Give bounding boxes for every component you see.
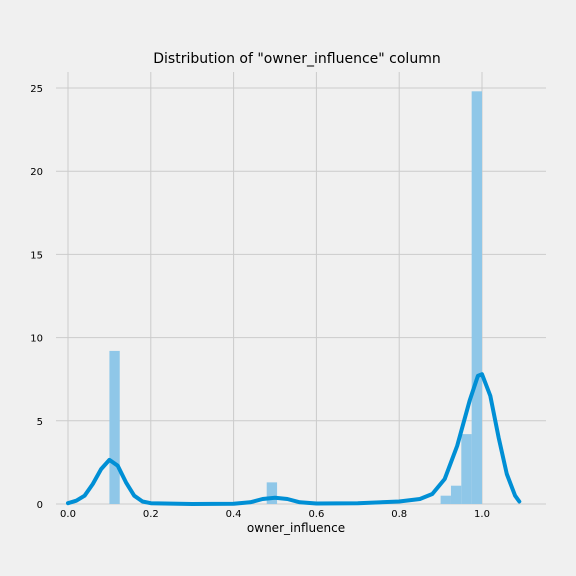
bars-layer bbox=[109, 91, 482, 504]
histogram-bar-5 bbox=[471, 91, 482, 504]
x-tick-label-5: 1.0 bbox=[474, 509, 490, 520]
x-tick-label-1: 0.2 bbox=[143, 509, 159, 520]
y-tick-label-0: 0 bbox=[37, 500, 43, 511]
y-tick-label-4: 20 bbox=[30, 167, 43, 178]
x-tick-labels: 0.0 0.2 0.4 0.6 0.8 1.0 bbox=[60, 509, 490, 520]
histogram-bar-4 bbox=[461, 434, 472, 504]
histogram-bar-0 bbox=[109, 350, 120, 504]
histogram-bar-2 bbox=[440, 495, 451, 504]
histogram-bar-3 bbox=[450, 485, 462, 504]
kde-layer bbox=[66, 372, 522, 506]
x-tick-label-4: 0.8 bbox=[391, 509, 407, 520]
x-tick-label-3: 0.6 bbox=[308, 509, 324, 520]
histogram-bar-1 bbox=[266, 482, 278, 504]
x-tick-label-0: 0.0 bbox=[60, 509, 76, 520]
y-tick-label-3: 15 bbox=[30, 250, 43, 261]
y-tick-labels: 0 5 10 15 20 25 bbox=[30, 84, 43, 511]
x-axis-label: owner_influence bbox=[247, 521, 345, 535]
y-tick-label-5: 25 bbox=[30, 84, 43, 95]
chart-title: Distribution of "owner_influence" column bbox=[153, 51, 440, 67]
x-tick-label-2: 0.4 bbox=[226, 509, 242, 520]
y-tick-label-2: 10 bbox=[30, 334, 43, 345]
y-tick-label-1: 5 bbox=[37, 417, 43, 428]
kde-curve bbox=[66, 372, 522, 506]
